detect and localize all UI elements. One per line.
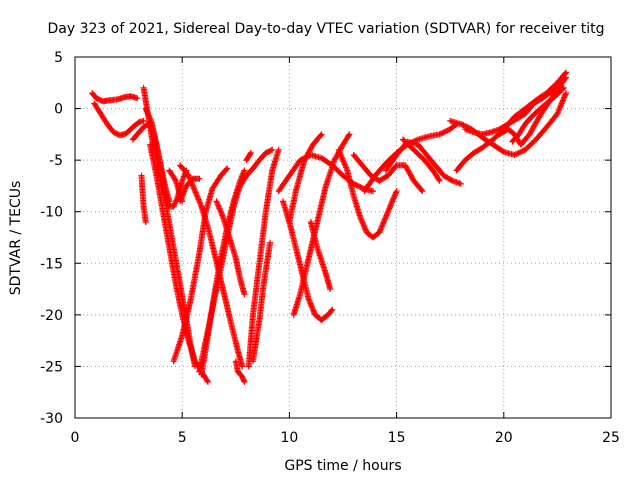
- x-tick-label: 0: [71, 430, 80, 446]
- data-point: [393, 188, 400, 195]
- data-point: [275, 146, 282, 153]
- data-point: [345, 132, 352, 139]
- data-point: [563, 69, 569, 76]
- data-point: [560, 76, 567, 83]
- data-point: [563, 90, 569, 97]
- x-axis-label: GPS time / hours: [284, 458, 401, 474]
- data-point: [239, 363, 246, 370]
- data-point: [370, 188, 376, 195]
- data-point: [241, 378, 248, 385]
- data-point: [247, 149, 254, 156]
- data-track: [462, 74, 569, 138]
- x-tick-label: 15: [388, 430, 406, 446]
- data-point: [196, 175, 203, 182]
- data-track: [350, 152, 426, 195]
- data-track: [245, 146, 282, 370]
- grid-layer: [75, 57, 611, 418]
- y-tick-label: -5: [49, 153, 63, 169]
- data-point: [142, 219, 149, 225]
- data-point: [346, 131, 353, 138]
- data-point: [435, 176, 442, 183]
- data-track: [400, 136, 443, 184]
- data-point: [448, 177, 455, 183]
- data-point: [224, 165, 231, 172]
- data-track: [198, 167, 248, 378]
- x-tick-label: 20: [495, 430, 513, 446]
- data-track: [307, 219, 334, 293]
- data-point: [223, 166, 230, 173]
- data-track: [138, 172, 149, 225]
- data-point: [327, 286, 334, 293]
- data-point: [418, 186, 425, 193]
- x-tick-label: 5: [178, 430, 187, 446]
- data-point: [269, 146, 276, 153]
- data-point: [460, 122, 467, 129]
- x-tick-label: 25: [602, 430, 620, 446]
- data-point: [267, 239, 274, 246]
- data-track: [177, 175, 203, 205]
- data-point: [241, 291, 248, 298]
- data-point: [436, 131, 443, 138]
- data-point: [560, 78, 566, 84]
- data-point: [356, 183, 363, 190]
- x-tick-label: 10: [280, 430, 298, 446]
- data-point: [241, 167, 248, 174]
- data-point: [204, 378, 211, 385]
- data-point: [247, 151, 254, 158]
- y-tick-label: -25: [40, 359, 63, 375]
- y-tick-label: -20: [40, 308, 63, 324]
- data-track: [89, 90, 141, 105]
- data-point: [172, 176, 178, 183]
- data-point: [457, 180, 464, 187]
- data-point: [140, 117, 147, 124]
- plot-frame: [74, 56, 612, 419]
- data-point: [559, 86, 566, 92]
- tick-labels: 0 5 10 15 20 25 -30 -25 -20 -15 -10 -5 0 5: [40, 50, 620, 446]
- data-track: [361, 121, 460, 195]
- y-axis-label: SDTVAR / TECUs: [8, 181, 24, 296]
- data-point: [436, 177, 443, 184]
- data-track: [243, 149, 254, 164]
- y-tick-label: -30: [40, 411, 63, 427]
- tick-layer: [74, 56, 612, 419]
- data-point: [317, 132, 324, 139]
- data-point: [518, 148, 525, 155]
- data-track: [286, 131, 325, 225]
- data-track: [91, 100, 147, 139]
- data-point: [560, 84, 567, 91]
- data-point: [328, 307, 335, 314]
- data-track: [232, 358, 248, 385]
- data-track: [250, 239, 274, 365]
- data-track: [170, 165, 231, 365]
- data-track: [447, 90, 569, 158]
- data-point: [562, 70, 568, 77]
- data-point: [419, 188, 426, 195]
- y-tick-label: -10: [40, 205, 63, 221]
- data-point: [318, 131, 325, 138]
- y-tick-label: 5: [54, 50, 63, 66]
- data-track: [509, 84, 567, 145]
- data-point: [134, 95, 141, 102]
- data-point: [499, 148, 506, 155]
- data-point: [204, 377, 211, 384]
- y-tick-label: 0: [54, 102, 63, 118]
- chart-title: Day 323 of 2021, Sidereal Day-to-day VTE…: [48, 21, 605, 37]
- data-points: [89, 69, 569, 385]
- data-point: [329, 306, 336, 313]
- data-track: [335, 146, 400, 241]
- y-tick-label: -15: [40, 256, 63, 272]
- data-track: [213, 198, 248, 298]
